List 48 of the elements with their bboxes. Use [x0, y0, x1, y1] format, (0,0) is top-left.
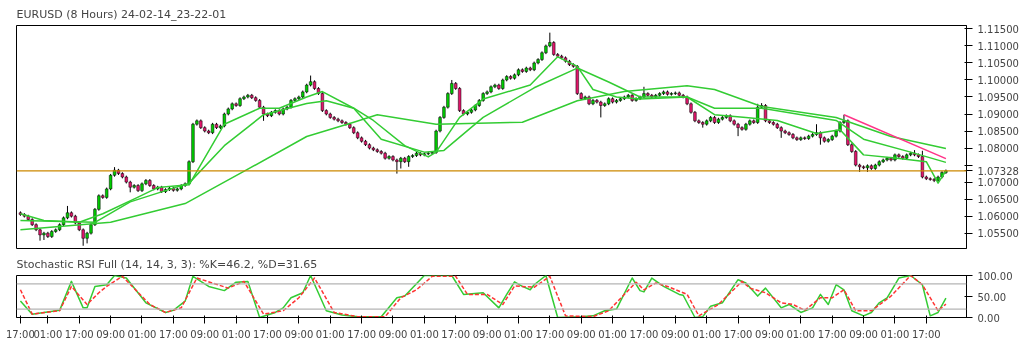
- x-tick-label: 01:00: [409, 328, 439, 340]
- chart-title: EURUSD (8 Hours) 24-02-14_23-22-01: [16, 7, 227, 21]
- x-tick-label: 17:00: [347, 328, 377, 340]
- y-tick-label: 1.08000: [977, 143, 1019, 155]
- y-tick-label: 100.00: [977, 270, 1013, 282]
- y-tick-label: 1.06500: [977, 194, 1019, 206]
- x-tick-label: 17:00: [535, 328, 565, 340]
- x-tick-label: 01:00: [880, 328, 910, 340]
- y-tick-label: 50.00: [977, 291, 1007, 303]
- x-tick-label: 01:00: [315, 328, 345, 340]
- y-tick-label: 1.05500: [977, 228, 1019, 240]
- x-tick-label: 09:00: [566, 328, 596, 340]
- x-tick-label: 01:00: [33, 328, 63, 340]
- y-tick-label: 1.10500: [977, 57, 1019, 69]
- y-tick-label: 1.06000: [977, 211, 1019, 223]
- x-tick-label: 09:00: [190, 328, 220, 340]
- x-tick-label: 17:00: [817, 328, 847, 340]
- y-tick-label: 1.11000: [977, 40, 1019, 52]
- x-tick-label: 01:00: [786, 328, 816, 340]
- x-tick-label: 09:00: [755, 328, 784, 340]
- x-tick-label: 09:00: [284, 328, 314, 340]
- x-tick-label: 17:00: [64, 328, 94, 340]
- x-tick-label: 17:00: [253, 328, 282, 340]
- x-tick-label: 17:00: [629, 328, 659, 340]
- y-tick-label: 1.08500: [977, 126, 1019, 138]
- x-tick-label: 01:00: [692, 328, 722, 340]
- x-tick-label: 09:00: [849, 328, 878, 340]
- x-tick-label: 01:00: [598, 328, 627, 340]
- x-tick-label: 01:00: [504, 328, 533, 340]
- x-tick-label: 17:00: [723, 328, 753, 340]
- x-tick-label: 09:00: [660, 328, 690, 340]
- y-tick-label: 1.10000: [977, 74, 1019, 86]
- x-tick-label: 01:00: [221, 328, 251, 340]
- x-tick-label: 01:00: [127, 328, 157, 340]
- y-tick-label: 0.00: [977, 312, 1000, 324]
- x-tick-label: 17:00: [911, 328, 941, 340]
- x-tick-label: 17:00: [441, 328, 471, 340]
- y-tick-label: 1.09000: [977, 109, 1019, 121]
- y-tick-label: 1.09500: [977, 92, 1019, 103]
- x-tick-label: 09:00: [378, 328, 408, 340]
- ref-line-label: 1.07328: [977, 165, 1019, 177]
- chart-title: Stochastic RSI Full (14, 14, 3, 3): %K=46.2, %D=31.65: [16, 257, 318, 271]
- x-tick-label: 17:00: [6, 328, 35, 340]
- x-tick-label: 17:00: [158, 328, 188, 340]
- x-tick-label: 09:00: [96, 328, 126, 340]
- x-tick-label: 09:00: [472, 328, 502, 340]
- y-tick-label: 1.11500: [977, 23, 1019, 35]
- y-tick-label: 1.07000: [977, 177, 1019, 189]
